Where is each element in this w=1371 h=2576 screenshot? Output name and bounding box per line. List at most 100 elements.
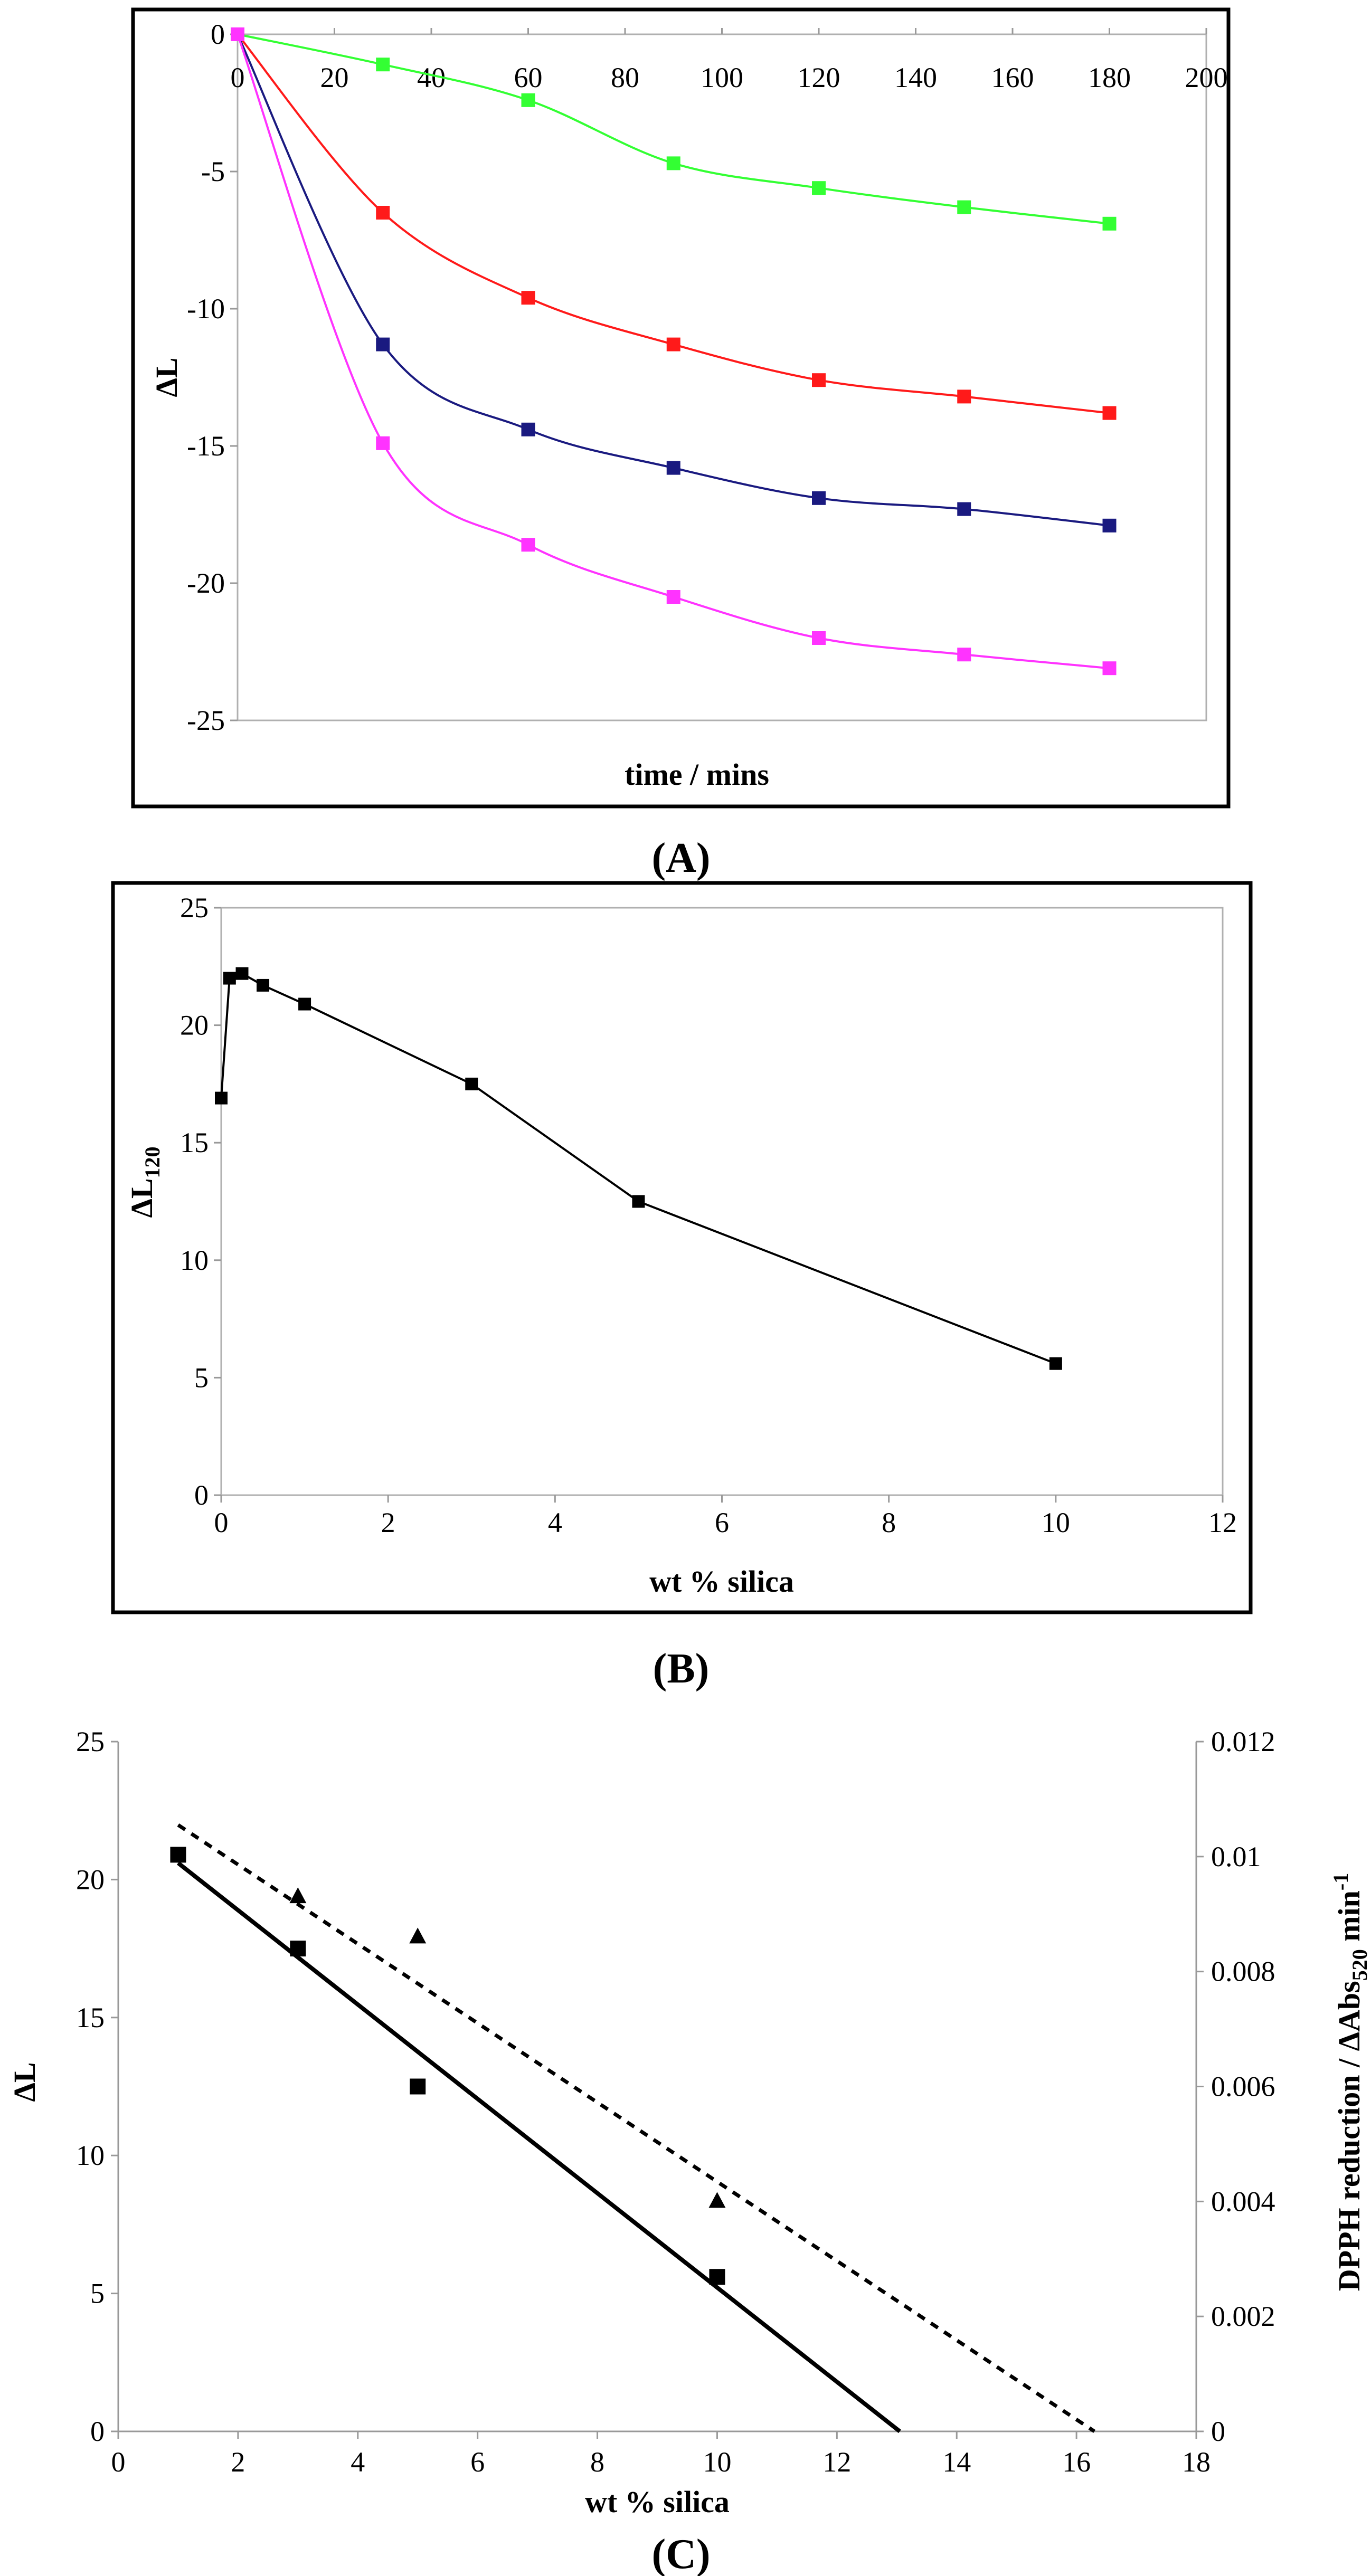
chart-a-xtick-label: 120 [798, 62, 840, 93]
chart-c-xtick-label: 12 [822, 2446, 851, 2478]
chart-c-ytick-label: 5 [90, 2278, 105, 2309]
chart-b-series-point [632, 1195, 645, 1208]
chart-c-xtick-label: 0 [111, 2446, 126, 2478]
chart-a-series-3-point [1102, 518, 1117, 533]
chart-a-series-1-point [521, 93, 535, 107]
chart-c-y2tick-label: 0.002 [1211, 2301, 1275, 2332]
chart-a-series-3-point [957, 502, 971, 516]
chart-a: 0-5-10-15-20-25 0 20 40 60 80 100 120 140 160 180… [131, 7, 1231, 809]
chart-b-series-point [235, 967, 249, 980]
chart-a-xtick-label: 100 [701, 62, 743, 93]
chart-a-series-4-point [957, 648, 971, 662]
chart-c-square-point [410, 2078, 426, 2095]
chart-a-series-4-point [231, 27, 244, 41]
chart-a-series-2-point [376, 206, 390, 220]
chart-a-plot-area [237, 33, 1207, 721]
chart-c-ytick-label: 10 [76, 2140, 105, 2171]
chart-b-xtick-label: 12 [1208, 1507, 1237, 1538]
chart-a-series-1-point [812, 181, 826, 195]
chart-a-series-1-point [1102, 216, 1117, 231]
chart-b-ylabel: ΔL120 [125, 1146, 164, 1218]
chart-c-xtick-label: 2 [231, 2446, 245, 2478]
chart-b-ylabel-subscript: 120 [140, 1146, 164, 1178]
chart-a-series-1-point [376, 58, 390, 72]
chart-c-y2tick-label: 0.012 [1211, 1726, 1275, 1757]
chart-a-series-1-point [957, 200, 971, 214]
chart-c-triangle-point [409, 1927, 427, 1944]
chart-b-ytick-label: 5 [194, 1362, 209, 1393]
chart-a-series-2-point [666, 337, 680, 351]
chart-c-ylabel: ΔL [7, 2062, 42, 2102]
chart-a-ytick-label: -20 [187, 567, 225, 599]
chart-a-series-4-point [376, 436, 390, 450]
chart-a-series-3-point [521, 422, 535, 436]
chart-a-xtick-label: 200 [1185, 62, 1228, 93]
chart-a-series-2-point [1102, 406, 1117, 420]
chart-b-series-point [1049, 1357, 1062, 1370]
chart-b-ytick-label: 15 [180, 1127, 209, 1158]
chart-b-xtick-label: 0 [214, 1507, 229, 1538]
chart-a-series-3-line [237, 34, 1110, 527]
chart-c-y2label-subscript: 520 [1348, 1949, 1371, 1981]
chart-c-xtick-label: 14 [942, 2446, 971, 2478]
chart-c-square-point [709, 2269, 725, 2285]
chart-c-triangle-point [708, 2192, 726, 2208]
chart-b-xtick-label: 2 [381, 1507, 395, 1538]
chart-a-ytick-label: -10 [187, 293, 225, 325]
chart-c-square-point [170, 1847, 186, 1863]
chart-b-xtick-label: 10 [1042, 1507, 1070, 1538]
chart-a-series-2-point [812, 373, 826, 387]
chart-b-plot-area [220, 907, 1224, 1496]
chart-c-y2tick-label: 0.004 [1211, 2185, 1275, 2217]
chart-b-ytick-label: 25 [180, 892, 209, 924]
chart-c-xtick-label: 18 [1182, 2446, 1211, 2478]
chart-c-ytick-label: 0 [90, 2416, 105, 2447]
chart-b-series-point [215, 1091, 228, 1105]
chart-a-xtick-label: 0 [231, 62, 245, 93]
chart-b-xtick-label: 8 [882, 1507, 896, 1538]
chart-a-series-4-line [237, 34, 1110, 670]
chart-c-xtick-label: 4 [351, 2446, 365, 2478]
chart-a-series-2-point [957, 389, 971, 404]
chart-b-series-point [223, 972, 236, 985]
chart-a-ytick-label: -5 [201, 156, 225, 187]
chart-c-xlabel: wt % silica [585, 2485, 730, 2519]
chart-a-series-3-point [376, 337, 390, 351]
chart-b-series-point [298, 997, 311, 1011]
chart-a-ytick-label: 0 [211, 18, 225, 50]
chart-a-series-3-point [666, 461, 680, 475]
chart-b: 0 5 10 15 20 25 0 2 4 6 8 10 12 ΔL120 wt % silica [111, 881, 1253, 1614]
chart-a-xtick-label: 60 [514, 62, 543, 93]
chart-c-xtick-label: 10 [703, 2446, 731, 2478]
chart-c-xtick-label: 6 [470, 2446, 485, 2478]
chart-a-series-4-point [1102, 661, 1117, 676]
chart-c-y2label-unit: min [1332, 1890, 1366, 1949]
chart-a-xlabel: time / mins [625, 757, 769, 792]
chart-a-series-4-point [812, 631, 826, 645]
chart-c-ytick-label: 20 [76, 1864, 105, 1895]
chart-c-square-point [290, 1941, 306, 1957]
chart-c-y2tick-label: 0.008 [1211, 1956, 1275, 1988]
chart-a-xtick-label: 160 [991, 62, 1034, 93]
chart-c-panel-label: (C) [651, 2531, 710, 2576]
chart-c-y2label: DPPH reduction / ΔAbs520 min-1 [1329, 1873, 1371, 2291]
chart-c-y2tick-label: 0.006 [1211, 2071, 1275, 2103]
chart-a-series-2-point [521, 291, 535, 305]
chart-a-ytick-label: -15 [187, 430, 225, 462]
chart-b-ytick-label: 20 [180, 1010, 209, 1041]
chart-c-ytick-label: 25 [76, 1726, 105, 1757]
chart-a-series-1-point [666, 156, 680, 170]
chart-a-ylabel: ΔL [149, 357, 184, 397]
chart-b-ytick-label: 10 [180, 1244, 209, 1276]
chart-a-panel-label: (A) [651, 835, 710, 881]
chart-b-xtick-label: 6 [715, 1507, 729, 1538]
chart-c-y2tick-label: 0.01 [1211, 1841, 1261, 1872]
chart-a-series-4-point [666, 590, 680, 604]
chart-b-ytick-label: 0 [194, 1479, 209, 1511]
chart-b-xlabel: wt % silica [649, 1564, 794, 1599]
chart-a-xtick-label: 180 [1088, 62, 1131, 93]
chart-b-series-point [257, 978, 270, 992]
chart-c-triangle-point [289, 1887, 307, 1904]
chart-b-xtick-label: 4 [548, 1507, 562, 1538]
chart-c-fit-line-solid [176, 1861, 901, 2434]
